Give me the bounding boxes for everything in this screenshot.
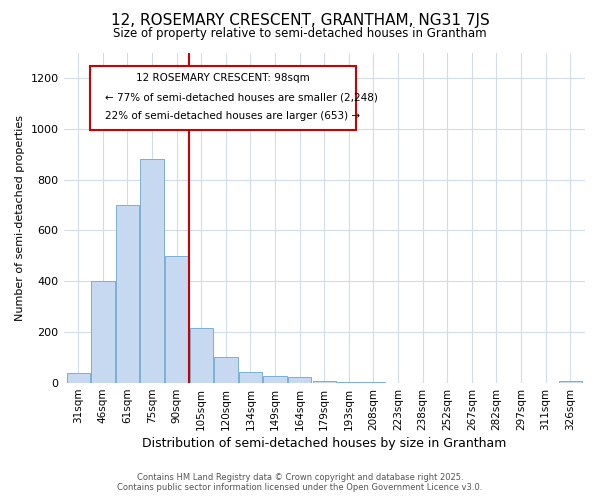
Bar xyxy=(91,282,115,383)
Bar xyxy=(116,205,139,383)
Bar xyxy=(67,373,90,383)
Text: 22% of semi-detached houses are larger (653) →: 22% of semi-detached houses are larger (… xyxy=(105,112,361,122)
Bar xyxy=(288,376,311,383)
Text: Size of property relative to semi-detached houses in Grantham: Size of property relative to semi-detach… xyxy=(113,28,487,40)
X-axis label: Distribution of semi-detached houses by size in Grantham: Distribution of semi-detached houses by … xyxy=(142,437,506,450)
Bar xyxy=(559,381,582,383)
Bar xyxy=(411,382,434,383)
Bar xyxy=(165,256,188,383)
Bar xyxy=(313,381,336,383)
Bar xyxy=(362,382,385,383)
Bar xyxy=(214,357,238,383)
Text: ← 77% of semi-detached houses are smaller (2,248): ← 77% of semi-detached houses are smalle… xyxy=(105,93,378,103)
Text: 12, ROSEMARY CRESCENT, GRANTHAM, NG31 7JS: 12, ROSEMARY CRESCENT, GRANTHAM, NG31 7J… xyxy=(110,12,490,28)
Bar xyxy=(140,160,164,383)
Bar xyxy=(386,382,410,383)
Y-axis label: Number of semi-detached properties: Number of semi-detached properties xyxy=(15,115,25,321)
FancyBboxPatch shape xyxy=(89,66,356,130)
Bar xyxy=(263,376,287,383)
Bar xyxy=(337,382,361,383)
Bar xyxy=(190,328,213,383)
Text: Contains HM Land Registry data © Crown copyright and database right 2025.
Contai: Contains HM Land Registry data © Crown c… xyxy=(118,473,482,492)
Text: 12 ROSEMARY CRESCENT: 98sqm: 12 ROSEMARY CRESCENT: 98sqm xyxy=(136,74,310,84)
Bar xyxy=(239,372,262,383)
